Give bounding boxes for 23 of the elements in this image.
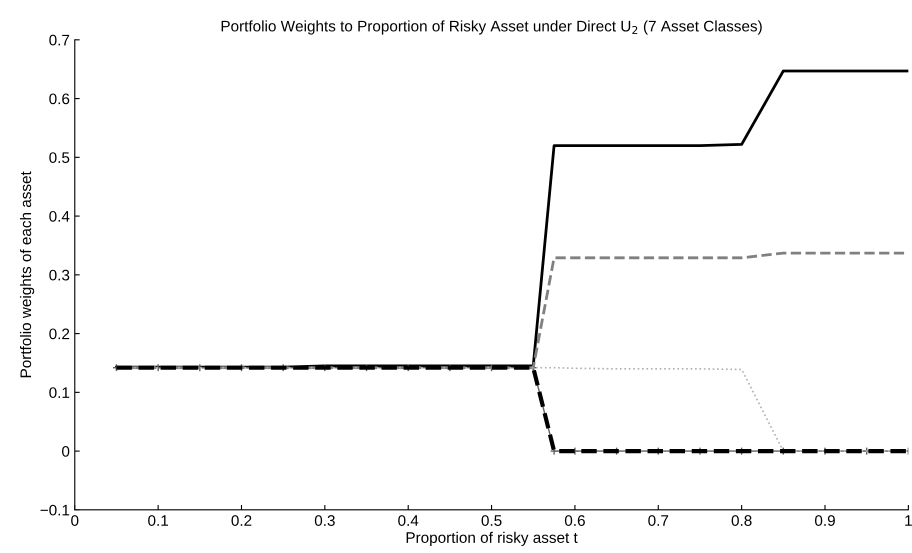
x-tick-label: 0.9 [814, 515, 835, 526]
y-tick-label: 0.7 [49, 34, 70, 46]
x-tick-label: 0 [71, 515, 78, 526]
y-tick-label: 0.6 [49, 93, 70, 104]
y-tick-label: 0.4 [49, 210, 70, 222]
x-tick-label: 0.5 [482, 515, 502, 526]
x-tick-label: 0.3 [314, 515, 335, 526]
y-tick-label: 0.3 [49, 270, 70, 281]
y-tick-label: 0.2 [49, 328, 70, 340]
y-tick-label: 0.1 [49, 387, 70, 398]
y-axis-title: Portfolio weights of each asset [20, 171, 34, 378]
y-tick-label: 0.5 [49, 152, 70, 164]
x-tick-label: 0.8 [732, 515, 752, 526]
x-tick-label: 1 [905, 515, 912, 526]
chart-title: Portfolio Weights to Proportion of Risky Asset under Direct U$_{2}$ (7 Asset Classes) [222, 20, 762, 35]
y-tick-label: −0.1 [40, 504, 70, 516]
x-tick-label: 0.1 [148, 515, 168, 526]
x-tick-label: 0.6 [564, 515, 585, 526]
x-axis-title: Proportion of risky asset t [406, 532, 578, 546]
y-tick-label: 0 [62, 446, 70, 457]
x-tick-label: 0.4 [398, 515, 418, 526]
x-tick-label: 0.2 [231, 515, 252, 526]
x-tick-label: 0.7 [648, 515, 668, 526]
